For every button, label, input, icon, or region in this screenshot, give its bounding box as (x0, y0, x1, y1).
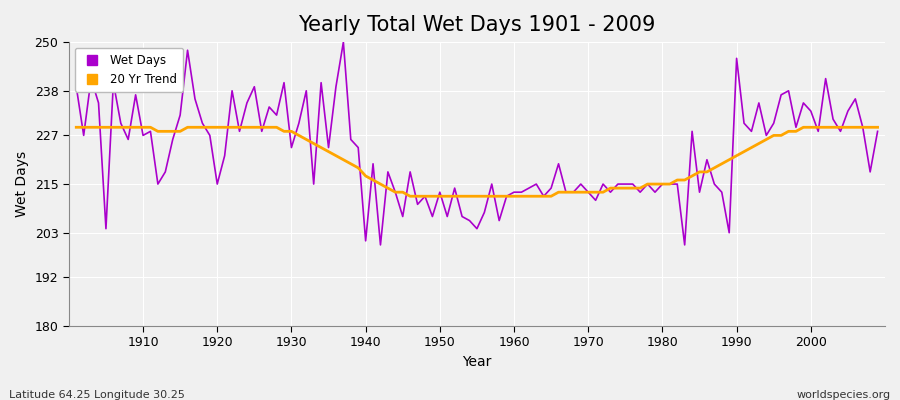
Text: worldspecies.org: worldspecies.org (796, 390, 891, 400)
Line: 20 Yr Trend: 20 Yr Trend (76, 127, 878, 196)
20 Yr Trend (405, 194, 416, 199)
20 Yr Trend (605, 186, 616, 190)
20 Yr Trend (130, 125, 141, 130)
Wet Days (130, 92, 141, 97)
Wet Days (375, 242, 386, 247)
X-axis label: Year: Year (463, 355, 491, 369)
Wet Days (293, 121, 304, 126)
Title: Yearly Total Wet Days 1901 - 2009: Yearly Total Wet Days 1901 - 2009 (298, 15, 655, 35)
20 Yr Trend (71, 125, 82, 130)
20 Yr Trend (516, 194, 526, 199)
Wet Days (613, 182, 624, 186)
Wet Days (346, 137, 356, 142)
Text: Latitude 64.25 Longitude 30.25: Latitude 64.25 Longitude 30.25 (9, 390, 184, 400)
20 Yr Trend (338, 157, 349, 162)
Y-axis label: Wet Days: Wet Days (15, 151, 29, 217)
20 Yr Trend (508, 194, 519, 199)
20 Yr Trend (293, 133, 304, 138)
Wet Days (338, 40, 349, 44)
20 Yr Trend (872, 125, 883, 130)
Wet Days (872, 129, 883, 134)
Wet Days (71, 84, 82, 89)
Legend: Wet Days, 20 Yr Trend: Wet Days, 20 Yr Trend (75, 48, 183, 92)
Wet Days (516, 190, 526, 194)
Wet Days (524, 186, 535, 190)
Line: Wet Days: Wet Days (76, 42, 878, 245)
